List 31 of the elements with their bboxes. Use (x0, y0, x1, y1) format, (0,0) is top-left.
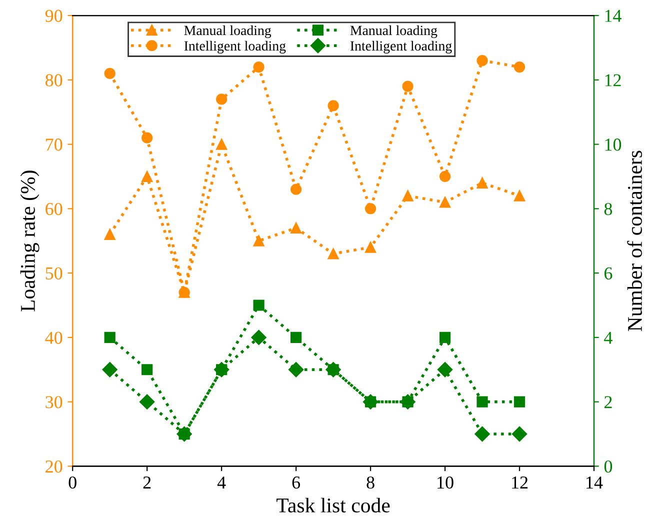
x-tick-label: 0 (68, 476, 76, 489)
y2-axis-title: Number of containers (627, 150, 642, 332)
legend-label: Intelligent loading (184, 40, 286, 54)
y-axis-title: Loading rate (%) (20, 170, 40, 312)
y2-tick-label: 6 (604, 267, 612, 280)
x-tick-label: 6 (292, 476, 300, 489)
legend-label: Intelligent loading (350, 40, 452, 54)
y-tick-label: 30 (46, 396, 62, 408)
y-tick-label: 70 (46, 138, 62, 151)
x-tick-label: 4 (217, 476, 226, 488)
x-tick-label: 8 (366, 476, 374, 489)
y2-tick-label: 2 (604, 396, 612, 408)
y-tick-label: 90 (45, 10, 62, 22)
y2-tick-label: 14 (605, 10, 622, 22)
y-tick-label: 20 (46, 460, 62, 473)
x-tick-label: 10 (438, 476, 454, 489)
x-axis-title: Task list code (276, 498, 390, 513)
y-tick-label: 40 (45, 332, 62, 344)
x-tick-label: 2 (143, 476, 151, 488)
y-tick-label: 80 (46, 74, 62, 86)
x-tick-label: 14 (586, 476, 603, 488)
x-tick-label: 12 (512, 476, 528, 488)
y-tick-label: 50 (46, 267, 62, 280)
legend-label: Manual loading (184, 25, 272, 38)
y2-tick-label: 4 (604, 332, 612, 344)
y2-tick-label: 12 (605, 74, 621, 86)
legend-label: Manual loading (350, 25, 438, 38)
y2-tick-label: 0 (604, 460, 612, 473)
y2-tick-label: 10 (605, 138, 622, 151)
y2-tick-label: 8 (604, 202, 612, 216)
y-tick-label: 60 (46, 202, 62, 216)
